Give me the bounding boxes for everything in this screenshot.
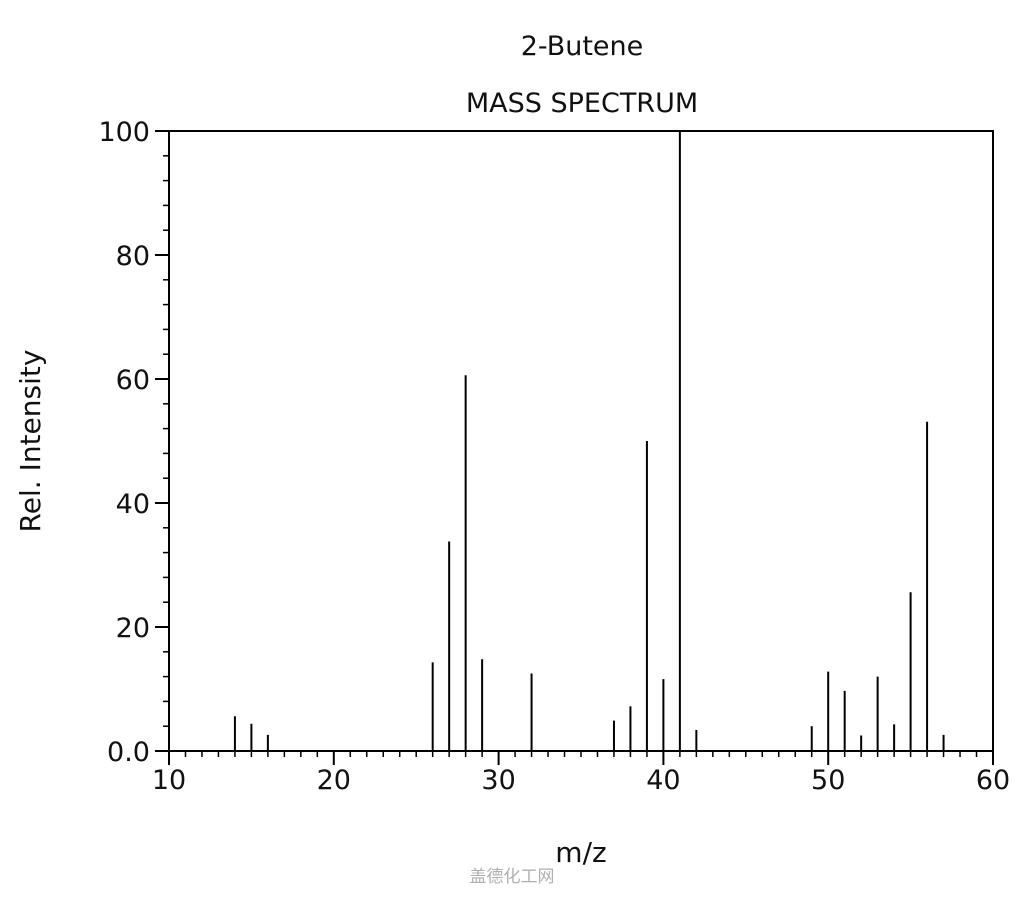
plot-frame [168, 130, 994, 752]
x-tick-label: 50 [811, 765, 845, 796]
y-axis-label: Rel. Intensity [14, 350, 47, 533]
x-major-ticks: 10 20 30 40 50 60 [152, 751, 1010, 796]
x-tick-label: 60 [976, 765, 1010, 796]
x-axis-label: m/z [555, 836, 606, 869]
y-tick-label: 0.0 [107, 737, 150, 768]
x-minor-ticks [184, 751, 978, 757]
x-tick-label: 10 [152, 765, 186, 796]
chart-title: 2-Butene [521, 31, 644, 62]
x-tick-label: 40 [646, 765, 680, 796]
y-tick-label: 80 [116, 241, 150, 272]
y-tick-label: 40 [116, 489, 150, 520]
y-tick-label: 20 [116, 613, 150, 644]
y-tick-label: 100 [98, 117, 150, 148]
y-tick-label: 60 [116, 365, 150, 396]
x-tick-label: 30 [481, 765, 515, 796]
y-major-ticks: 0.0 20 40 60 80 100 [98, 117, 169, 768]
peak-bars [233, 131, 945, 751]
watermark-text: 盖德化工网 [469, 867, 555, 887]
y-minor-ticks [163, 155, 169, 727]
x-tick-label: 20 [317, 765, 351, 796]
chart-subtitle: MASS SPECTRUM [466, 88, 698, 119]
